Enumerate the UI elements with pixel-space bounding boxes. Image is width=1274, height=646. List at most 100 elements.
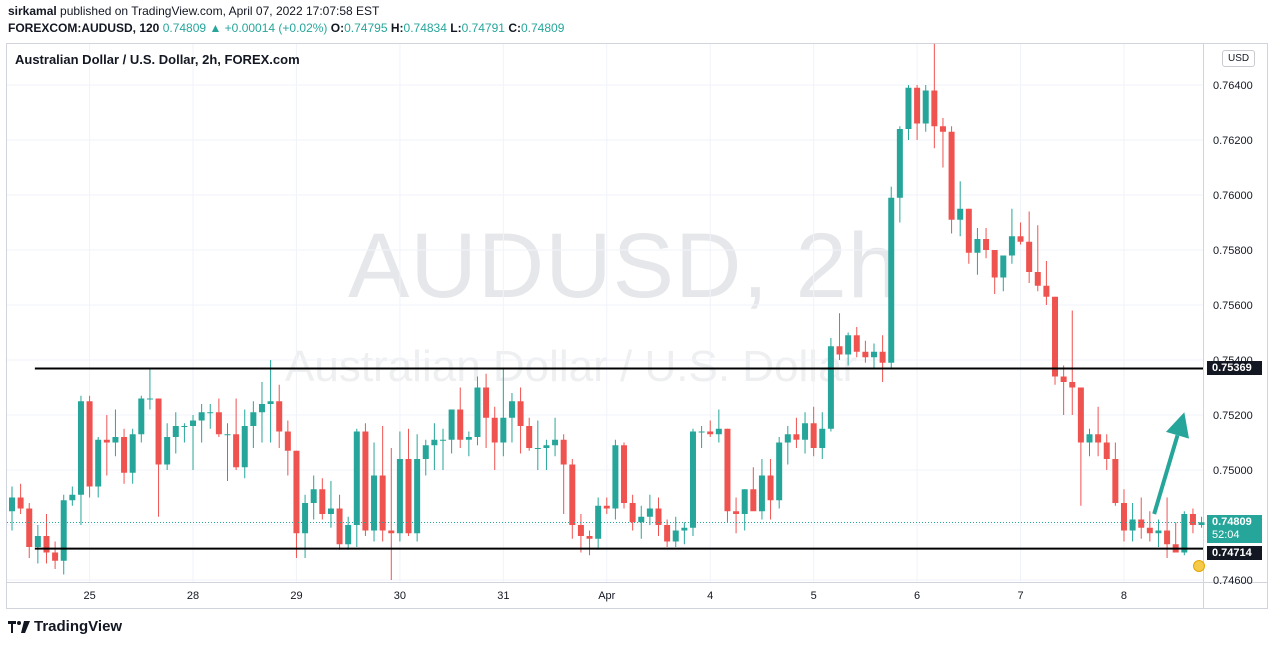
candle-body	[896, 129, 903, 198]
candle-body	[871, 351, 877, 358]
candle-body	[948, 131, 955, 220]
candle-body	[1138, 519, 1145, 528]
publisher-name[interactable]: sirkamal	[8, 4, 57, 18]
candle	[827, 338, 834, 432]
last-price: 0.74809	[162, 21, 207, 35]
candle	[836, 313, 843, 360]
candle-body	[1017, 236, 1024, 242]
candle	[612, 439, 619, 520]
candle-body	[465, 437, 472, 440]
candle	[327, 481, 334, 528]
globe-icon[interactable]	[1193, 560, 1205, 572]
candle-body	[879, 351, 886, 363]
candle-body	[767, 475, 774, 501]
candle	[638, 505, 645, 539]
candle-body	[86, 401, 93, 487]
candle-body	[457, 409, 464, 440]
candle-body	[362, 431, 369, 531]
currency-button[interactable]: USD	[1222, 50, 1256, 67]
candle-body	[233, 434, 240, 468]
candle-body	[146, 398, 153, 400]
candle	[888, 186, 895, 369]
candle	[43, 514, 50, 564]
candle-body	[827, 346, 834, 429]
candle	[819, 412, 826, 459]
candle-body	[1008, 236, 1015, 256]
candle	[1138, 497, 1145, 539]
candle-body	[965, 208, 972, 253]
candle	[1086, 428, 1093, 457]
candle	[1017, 222, 1024, 245]
candle	[758, 459, 765, 520]
candle-body	[784, 434, 791, 443]
candle	[190, 415, 197, 470]
current-price-value: 0.74809	[1212, 516, 1252, 528]
candle-body	[1198, 522, 1205, 525]
high-label: H:	[390, 21, 404, 35]
candle-body	[353, 431, 360, 525]
candle-body	[474, 387, 481, 437]
candle	[388, 448, 395, 580]
candle	[448, 409, 455, 454]
candle-body	[1026, 241, 1033, 272]
candle-body	[414, 459, 421, 534]
candle	[879, 335, 886, 382]
candle	[1060, 365, 1067, 415]
candle	[69, 486, 76, 506]
candle	[1008, 208, 1015, 264]
candle-body	[836, 346, 843, 355]
candle-body	[9, 497, 15, 512]
candle	[405, 428, 412, 536]
publisher-line: sirkamal published on TradingView.com, A…	[8, 4, 379, 19]
candle	[862, 340, 869, 363]
candle-body	[638, 516, 645, 523]
x-tick-label: 28	[187, 590, 199, 602]
y-tick-label: 0.76400	[1213, 80, 1253, 92]
candle-body	[34, 536, 41, 547]
candle	[802, 412, 809, 454]
candle	[207, 404, 214, 429]
candle	[646, 494, 653, 525]
candle	[853, 327, 860, 358]
candle-body	[543, 445, 550, 448]
candle	[724, 428, 731, 523]
candle	[707, 420, 714, 437]
x-tick-label: Apr	[598, 590, 615, 602]
candle	[34, 525, 41, 564]
candle-body	[181, 426, 188, 427]
candle-body	[302, 503, 309, 534]
chart-frame[interactable]	[6, 43, 1268, 609]
candle-body	[1034, 272, 1041, 286]
candle-body	[1120, 503, 1127, 531]
candle-body	[1103, 442, 1110, 459]
candle	[965, 208, 972, 264]
candle	[689, 428, 696, 536]
candle	[948, 126, 955, 234]
candle-body	[112, 437, 119, 443]
candle-body	[129, 434, 136, 473]
tradingview-logo[interactable]: TradingView	[8, 618, 122, 635]
candle	[1034, 225, 1041, 292]
x-tick-label: 29	[290, 590, 302, 602]
candle-body	[224, 434, 231, 436]
candle	[422, 439, 429, 476]
y-tick-label: 0.76200	[1213, 135, 1253, 147]
candle-body	[914, 87, 921, 124]
candle-body	[802, 423, 809, 440]
y-tick-label: 0.75600	[1213, 300, 1253, 312]
candle-body	[405, 459, 412, 534]
candle	[983, 228, 990, 259]
candle-body	[43, 536, 50, 553]
y-tick-label: 0.75000	[1213, 465, 1253, 477]
candle	[577, 514, 584, 553]
candle-body	[26, 508, 33, 547]
candle-body	[974, 239, 981, 253]
candle-body	[1086, 434, 1093, 443]
candle-body	[534, 448, 541, 449]
candle-body	[258, 404, 265, 413]
candle	[784, 426, 791, 465]
change-value: +0.00014 (+0.02%)	[224, 21, 328, 35]
candle	[974, 228, 981, 275]
candle-body	[345, 525, 352, 545]
